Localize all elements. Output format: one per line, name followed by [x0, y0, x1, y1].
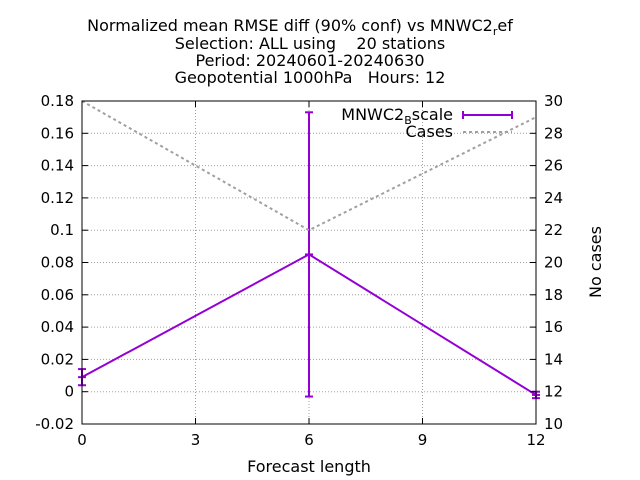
y-tick-label: 0.1 [50, 221, 74, 239]
y-tick-label: 0 [64, 383, 74, 401]
y-tick-label: 0.16 [41, 124, 74, 142]
x-tick-label: 3 [191, 431, 201, 449]
x-tick-label: 0 [77, 431, 87, 449]
title-line-1: Normalized mean RMSE diff (90% conf) vs … [87, 16, 513, 38]
y2-tick-label: 14 [544, 350, 563, 368]
y2-tick-label: 24 [544, 189, 563, 207]
y-tick-label: -0.02 [35, 415, 74, 433]
y2-tick-label: 12 [544, 383, 563, 401]
y2-tick-label: 20 [544, 254, 563, 272]
x-tick-label: 6 [304, 431, 314, 449]
y2-tick-label: 28 [544, 124, 563, 142]
y2-tick-label: 18 [544, 286, 563, 304]
y-tick-label: 0.08 [41, 254, 74, 272]
y2-tick-label: 22 [544, 221, 563, 239]
x-tick-label: 12 [526, 431, 545, 449]
y-tick-label: 0.12 [41, 189, 74, 207]
axis-ticks: -0.0200.020.040.060.080.10.120.140.160.1… [35, 92, 563, 449]
title-line-4: Geopotential 1000hPa Hours: 12 [175, 68, 446, 87]
y-tick-label: 0.04 [41, 318, 74, 336]
y2-tick-label: 26 [544, 157, 563, 175]
legend-label-cases: Cases [406, 122, 454, 141]
series-layer [78, 100, 540, 400]
y-tick-label: 0.02 [41, 350, 74, 368]
x-tick-label: 9 [418, 431, 428, 449]
y2-tick-label: 30 [544, 92, 563, 110]
y-tick-label: 0.06 [41, 286, 74, 304]
legend-label-mnwc2: MNWC2Bscale [341, 105, 453, 127]
y2-tick-label: 10 [544, 415, 563, 433]
title-line-3: Period: 20240601-20240630 [195, 51, 424, 70]
y2-tick-label: 16 [544, 318, 563, 336]
chart-title: Normalized mean RMSE diff (90% conf) vs … [87, 16, 513, 87]
y-tick-label: 0.14 [41, 157, 74, 175]
title-line-2: Selection: ALL using 20 stations [175, 34, 445, 53]
legend: MNWC2Bscale Cases [341, 105, 513, 141]
x-axis-label: Forecast length [247, 457, 371, 476]
grid [82, 101, 536, 424]
y-tick-label: 0.18 [41, 92, 74, 110]
y2-axis-label: No cases [586, 226, 605, 298]
